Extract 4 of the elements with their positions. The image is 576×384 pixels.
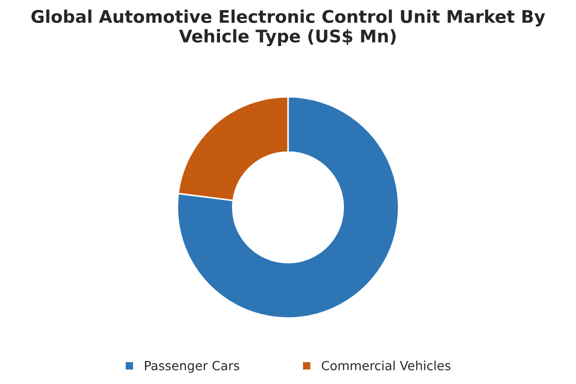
donut-slice bbox=[176, 96, 400, 319]
chart-title: Global Automotive Electronic Control Unit Market By Vehicle Type (US$ Mn) bbox=[31, 10, 546, 46]
legend-label: Passenger Cars bbox=[144, 360, 240, 373]
legend-label: Commercial Vehicles bbox=[322, 360, 450, 370]
